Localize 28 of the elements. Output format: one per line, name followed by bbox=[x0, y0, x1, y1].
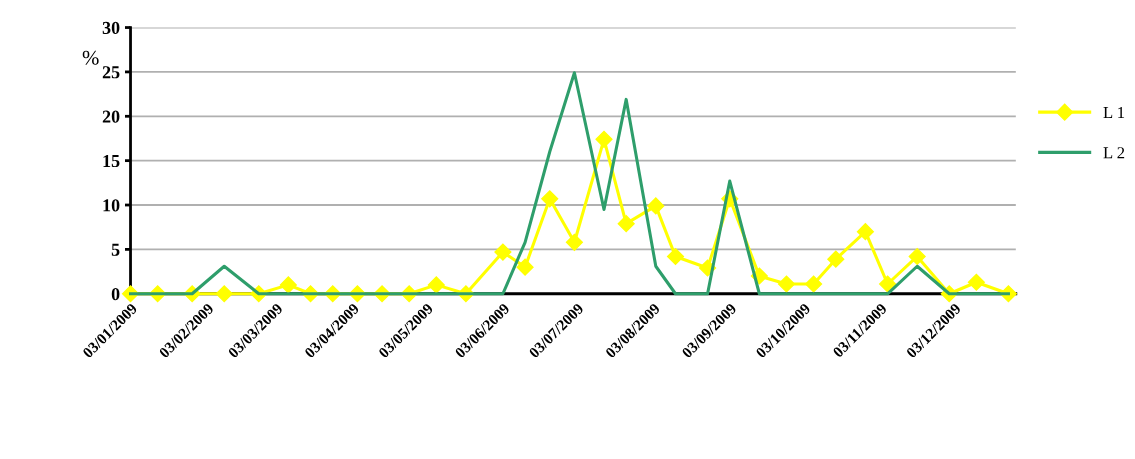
point bbox=[908, 247, 926, 266]
y-tick-label: 30 bbox=[102, 21, 120, 34]
point bbox=[427, 276, 445, 294]
y-tick-label: 0 bbox=[111, 288, 120, 301]
point bbox=[856, 223, 874, 241]
y-tick-label: 20 bbox=[102, 110, 120, 123]
point bbox=[494, 243, 512, 261]
y-tick-label: 15 bbox=[103, 154, 120, 168]
point bbox=[879, 275, 897, 293]
legend-label: L 1 bbox=[1103, 106, 1125, 118]
point bbox=[215, 285, 233, 303]
point bbox=[777, 275, 796, 293]
point bbox=[967, 273, 985, 291]
point bbox=[647, 197, 665, 215]
y-tick-label: 10 bbox=[103, 199, 120, 212]
point bbox=[516, 258, 534, 276]
point bbox=[617, 215, 635, 233]
point bbox=[827, 250, 845, 268]
y-axis-title: % bbox=[82, 50, 99, 65]
legend-label: L 2 bbox=[1103, 147, 1125, 159]
point bbox=[541, 190, 559, 208]
point bbox=[565, 233, 583, 251]
y-tick-label: 25 bbox=[102, 66, 120, 79]
point bbox=[279, 276, 297, 294]
point bbox=[805, 275, 823, 293]
point bbox=[666, 247, 685, 266]
y-tick-label: 5 bbox=[111, 243, 120, 256]
point bbox=[595, 130, 613, 148]
